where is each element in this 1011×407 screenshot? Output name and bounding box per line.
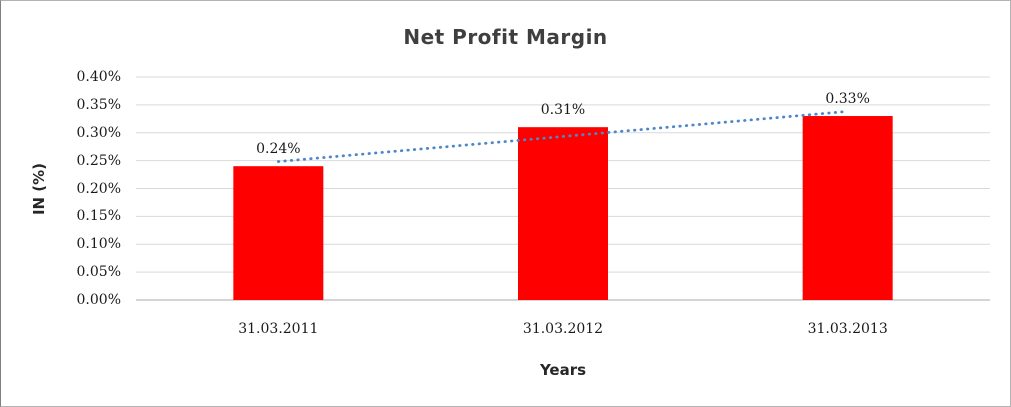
data-label: 0.31% [540,102,586,119]
y-tick-label: 0.35% [76,96,121,113]
chart-title: Net Profit Margin [403,25,608,49]
y-tick-label: 0.20% [76,180,121,197]
y-tick-label: 0.15% [76,208,121,225]
data-label: 0.33% [825,91,870,108]
data-label: 0.24% [256,141,301,158]
x-tick-label: 31.03.2013 [807,321,888,337]
y-tick-label: 0.10% [76,236,121,253]
y-tick-label: 0.00% [76,292,121,308]
x-tick-label: 31.03.2012 [522,321,604,337]
trendline [276,109,850,163]
y-tick-label: 0.40% [76,69,121,85]
x-axis-title: Years [539,361,587,379]
bar [802,116,893,301]
y-tick-label: 0.05% [76,264,121,281]
y-tick-label: 0.25% [76,152,121,169]
bar [518,127,608,300]
y-tick-label: 0.30% [76,124,121,141]
bar [233,166,324,300]
x-tick-label: 31.03.2011 [238,321,319,337]
